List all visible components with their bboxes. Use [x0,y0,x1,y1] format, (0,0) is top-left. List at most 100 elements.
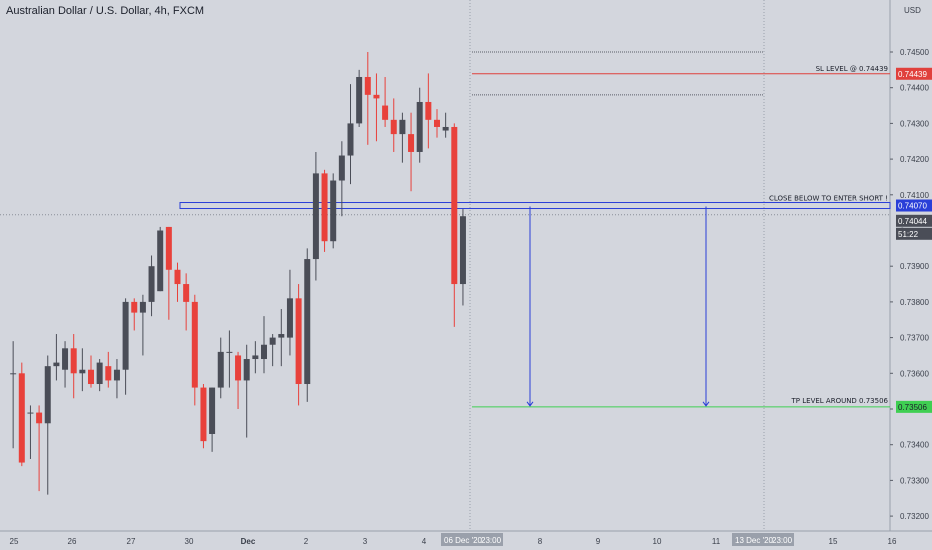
candle-body-up [286,298,293,338]
candle-body-down [131,301,138,313]
chart-title: Australian Dollar / U.S. Dollar, 4h, FXC… [6,5,205,17]
y-tick-label: 0.73200 [900,512,929,521]
candle-body-down [165,226,172,270]
current-price-tag-text: 0.74044 [898,217,927,226]
target-arrow-head [526,401,534,407]
candle-body-up [330,180,337,242]
candle-body-down [373,94,380,99]
x-tick-label: 8 [538,537,543,546]
entry-price-tag: 0.74070 [896,199,932,212]
entry-zone-box [179,202,891,210]
x-tick-label: 27 [127,537,136,546]
tp-price-tag: 0.73506 [896,400,932,413]
candle-body-down [36,412,43,424]
currency-label: USD [904,6,921,15]
x-tick-label: 26 [68,537,77,546]
y-tick-label: 0.74400 [900,84,929,93]
candle-body-down [434,119,440,127]
y-tick-label: 0.74100 [900,191,929,200]
candle-body-up [96,362,103,385]
candle-body-down [390,119,397,135]
candle-body-down [382,105,389,120]
sl-price-tag: 0.74439 [896,67,932,80]
y-tick-label: 0.74300 [900,119,929,128]
candle-body-up [113,369,120,381]
candle-body-down [183,284,190,302]
candle-body-up [62,348,69,370]
target-arrow-1 [526,206,534,407]
candle-body-down [18,373,25,463]
candle-body-down [200,387,207,442]
candles-group [10,52,466,495]
candle-body-up [278,334,285,338]
sl-price-tag-box [896,67,932,80]
candle-body-up [312,173,319,260]
candle-body-up [10,373,17,375]
entry-price-tag-box [896,199,932,212]
candle-body-down [425,101,432,120]
candle-body-up [252,355,259,360]
x-tick-label: 4 [422,537,427,546]
candle-body-up [269,337,276,345]
x-tick-label: Dec [241,537,256,546]
x-tick-label: 2 [304,537,309,546]
y-tick-label: 0.73600 [900,369,929,378]
time-marker-date: 13 Dec '20 [735,536,774,545]
countdown-tag-text: 51:22 [898,230,919,239]
candle-body-up [157,230,164,292]
tp-price-tag-box [896,400,932,413]
candle-body-up [217,351,224,388]
y-tick-label: 0.74200 [900,155,929,164]
current-price-tag-box [896,214,932,227]
x-tick-label: 25 [10,537,19,546]
x-tick-label: 15 [829,537,838,546]
tp-level-note: TP LEVEL AROUND 0.73506 [791,397,889,405]
sl-price-tag-text: 0.74439 [898,70,927,79]
candle-body-up [44,366,51,424]
candle-body-down [295,298,302,385]
candle-body-up [243,359,250,381]
x-tick-label: 11 [712,537,721,546]
y-tick-label: 0.73800 [900,298,929,307]
candle-body-up [442,126,449,131]
candle-body-down [70,348,77,374]
time-marker-date: 06 Dec '20 [444,536,483,545]
candle-body-up [79,369,86,374]
y-tick-label: 0.73700 [900,334,929,343]
current-price-tag: 0.74044 [896,214,932,227]
candle-body-up [304,259,311,385]
candle-body-down [364,76,371,95]
x-tick-label: 16 [888,537,897,546]
target-arrow-2 [702,206,710,407]
candle-body-down [235,355,242,381]
y-tick-label: 0.73300 [900,476,929,485]
candle-body-up [459,216,466,285]
candle-body-up [338,155,345,181]
entry-level-note: CLOSE BELOW TO ENTER SHORT ! [769,195,888,203]
candle-body-up [27,412,34,414]
time-marker-box [732,533,794,546]
time-marker-1: 06 Dec '20 23:00 [441,533,503,546]
candle-body-up [416,101,423,152]
x-tick-label: 3 [363,537,368,546]
y-tick-label: 0.73900 [900,262,929,271]
candle-body-up [53,362,60,367]
candle-body-down [321,173,328,242]
x-tick-label: 10 [653,537,662,546]
candle-body-down [191,301,198,388]
y-tick-label: 0.73400 [900,441,929,450]
countdown-tag: 51:22 [896,227,932,240]
sl-level-note: SL LEVEL @ 0.74439 [816,65,888,73]
time-marker-time: 23:00 [481,536,502,545]
candle-body-up [356,76,363,124]
x-tick-label: 30 [185,537,194,546]
candle-body-up [122,301,129,370]
candle-body-up [399,119,406,135]
candle-body-up [148,266,155,302]
time-marker-box [441,533,503,546]
countdown-tag-box [896,227,932,240]
candle-body-down [408,134,415,152]
candle-body-down [105,366,112,381]
